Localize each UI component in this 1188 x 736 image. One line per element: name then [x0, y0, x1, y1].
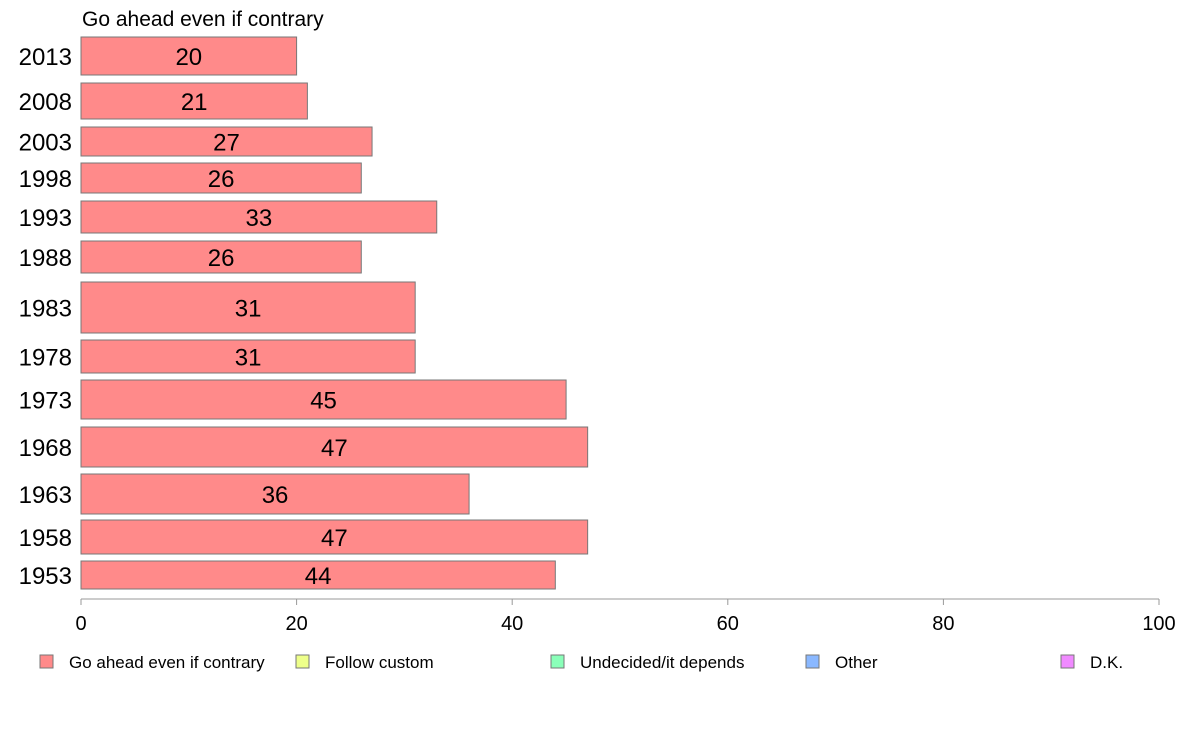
data-label-1978: 31 [235, 345, 262, 372]
x-tick-label-20: 20 [285, 613, 307, 635]
category-label-1998: 1998 [19, 166, 72, 193]
data-label-2008: 21 [181, 89, 208, 116]
category-label-1978: 1978 [19, 345, 72, 372]
x-tick-label-100: 100 [1142, 613, 1175, 635]
data-label-1968: 47 [321, 435, 348, 462]
data-label-1993: 33 [246, 205, 273, 232]
legend-label-undecided-it-depends: Undecided/it depends [580, 653, 744, 672]
bar-1963 [80, 473, 470, 515]
bar-1973 [80, 379, 567, 420]
x-tick-label-40: 40 [501, 613, 523, 635]
legend-swatch-follow-custom [295, 654, 310, 669]
data-label-1963: 36 [262, 482, 289, 509]
data-label-1973: 45 [310, 388, 337, 415]
bar-2008 [80, 82, 308, 120]
bar-1993 [80, 200, 438, 234]
legend-swatch-other [805, 654, 820, 669]
data-label-2013: 20 [175, 44, 202, 71]
category-label-2013: 2013 [19, 44, 72, 71]
x-tick-label-60: 60 [717, 613, 739, 635]
bar-2013 [80, 36, 298, 76]
legend-swatch-d-k [1060, 654, 1075, 669]
legend-swatch-go-ahead-even-if-contrary [39, 654, 54, 669]
bar-2003 [80, 126, 373, 157]
legend-swatch-undecided-it-depends [550, 654, 565, 669]
category-label-1968: 1968 [19, 435, 72, 462]
x-tick-label-80: 80 [932, 613, 954, 635]
data-label-1983: 31 [235, 296, 262, 323]
category-label-2003: 2003 [19, 130, 72, 157]
category-label-1963: 1963 [19, 482, 72, 509]
legend-label-go-ahead-even-if-contrary: Go ahead even if contrary [69, 653, 265, 672]
bar-1978 [80, 339, 416, 374]
legend: Go ahead even if contrary Follow custom Un… [39, 653, 1123, 672]
category-label-1988: 1988 [19, 245, 72, 272]
bar-1988 [80, 240, 362, 274]
category-label-1983: 1983 [19, 296, 72, 323]
bar-1953 [80, 560, 556, 590]
legend-label-other: Other [835, 653, 878, 672]
legend-label-follow-custom: Follow custom [325, 653, 434, 672]
data-label-1953: 44 [305, 563, 332, 590]
bar-1983 [80, 281, 416, 334]
category-label-1958: 1958 [19, 525, 72, 552]
data-label-1988: 26 [208, 245, 235, 272]
legend-label-d-k: D.K. [1090, 653, 1123, 672]
bar-1998 [80, 162, 362, 194]
category-label-1973: 1973 [19, 388, 72, 415]
panel-title: Go ahead even if contrary [82, 8, 324, 31]
x-axis: 0 20 40 60 80 100 [75, 598, 1176, 635]
category-label-1953: 1953 [19, 563, 72, 590]
bar-1968 [80, 426, 589, 468]
data-label-1998: 26 [208, 166, 235, 193]
category-label-2008: 2008 [19, 89, 72, 116]
category-label-1993: 1993 [19, 205, 72, 232]
data-label-1958: 47 [321, 525, 348, 552]
bar-1958 [80, 519, 589, 555]
x-tick-label-0: 0 [75, 613, 86, 635]
bars-layer: 2013 20 2008 21 2003 27 1998 26 1993 33 1988 26 1983… [19, 36, 589, 590]
data-label-2003: 27 [213, 130, 240, 157]
